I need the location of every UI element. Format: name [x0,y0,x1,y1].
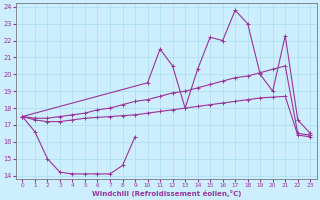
X-axis label: Windchill (Refroidissement éolien,°C): Windchill (Refroidissement éolien,°C) [92,190,241,197]
